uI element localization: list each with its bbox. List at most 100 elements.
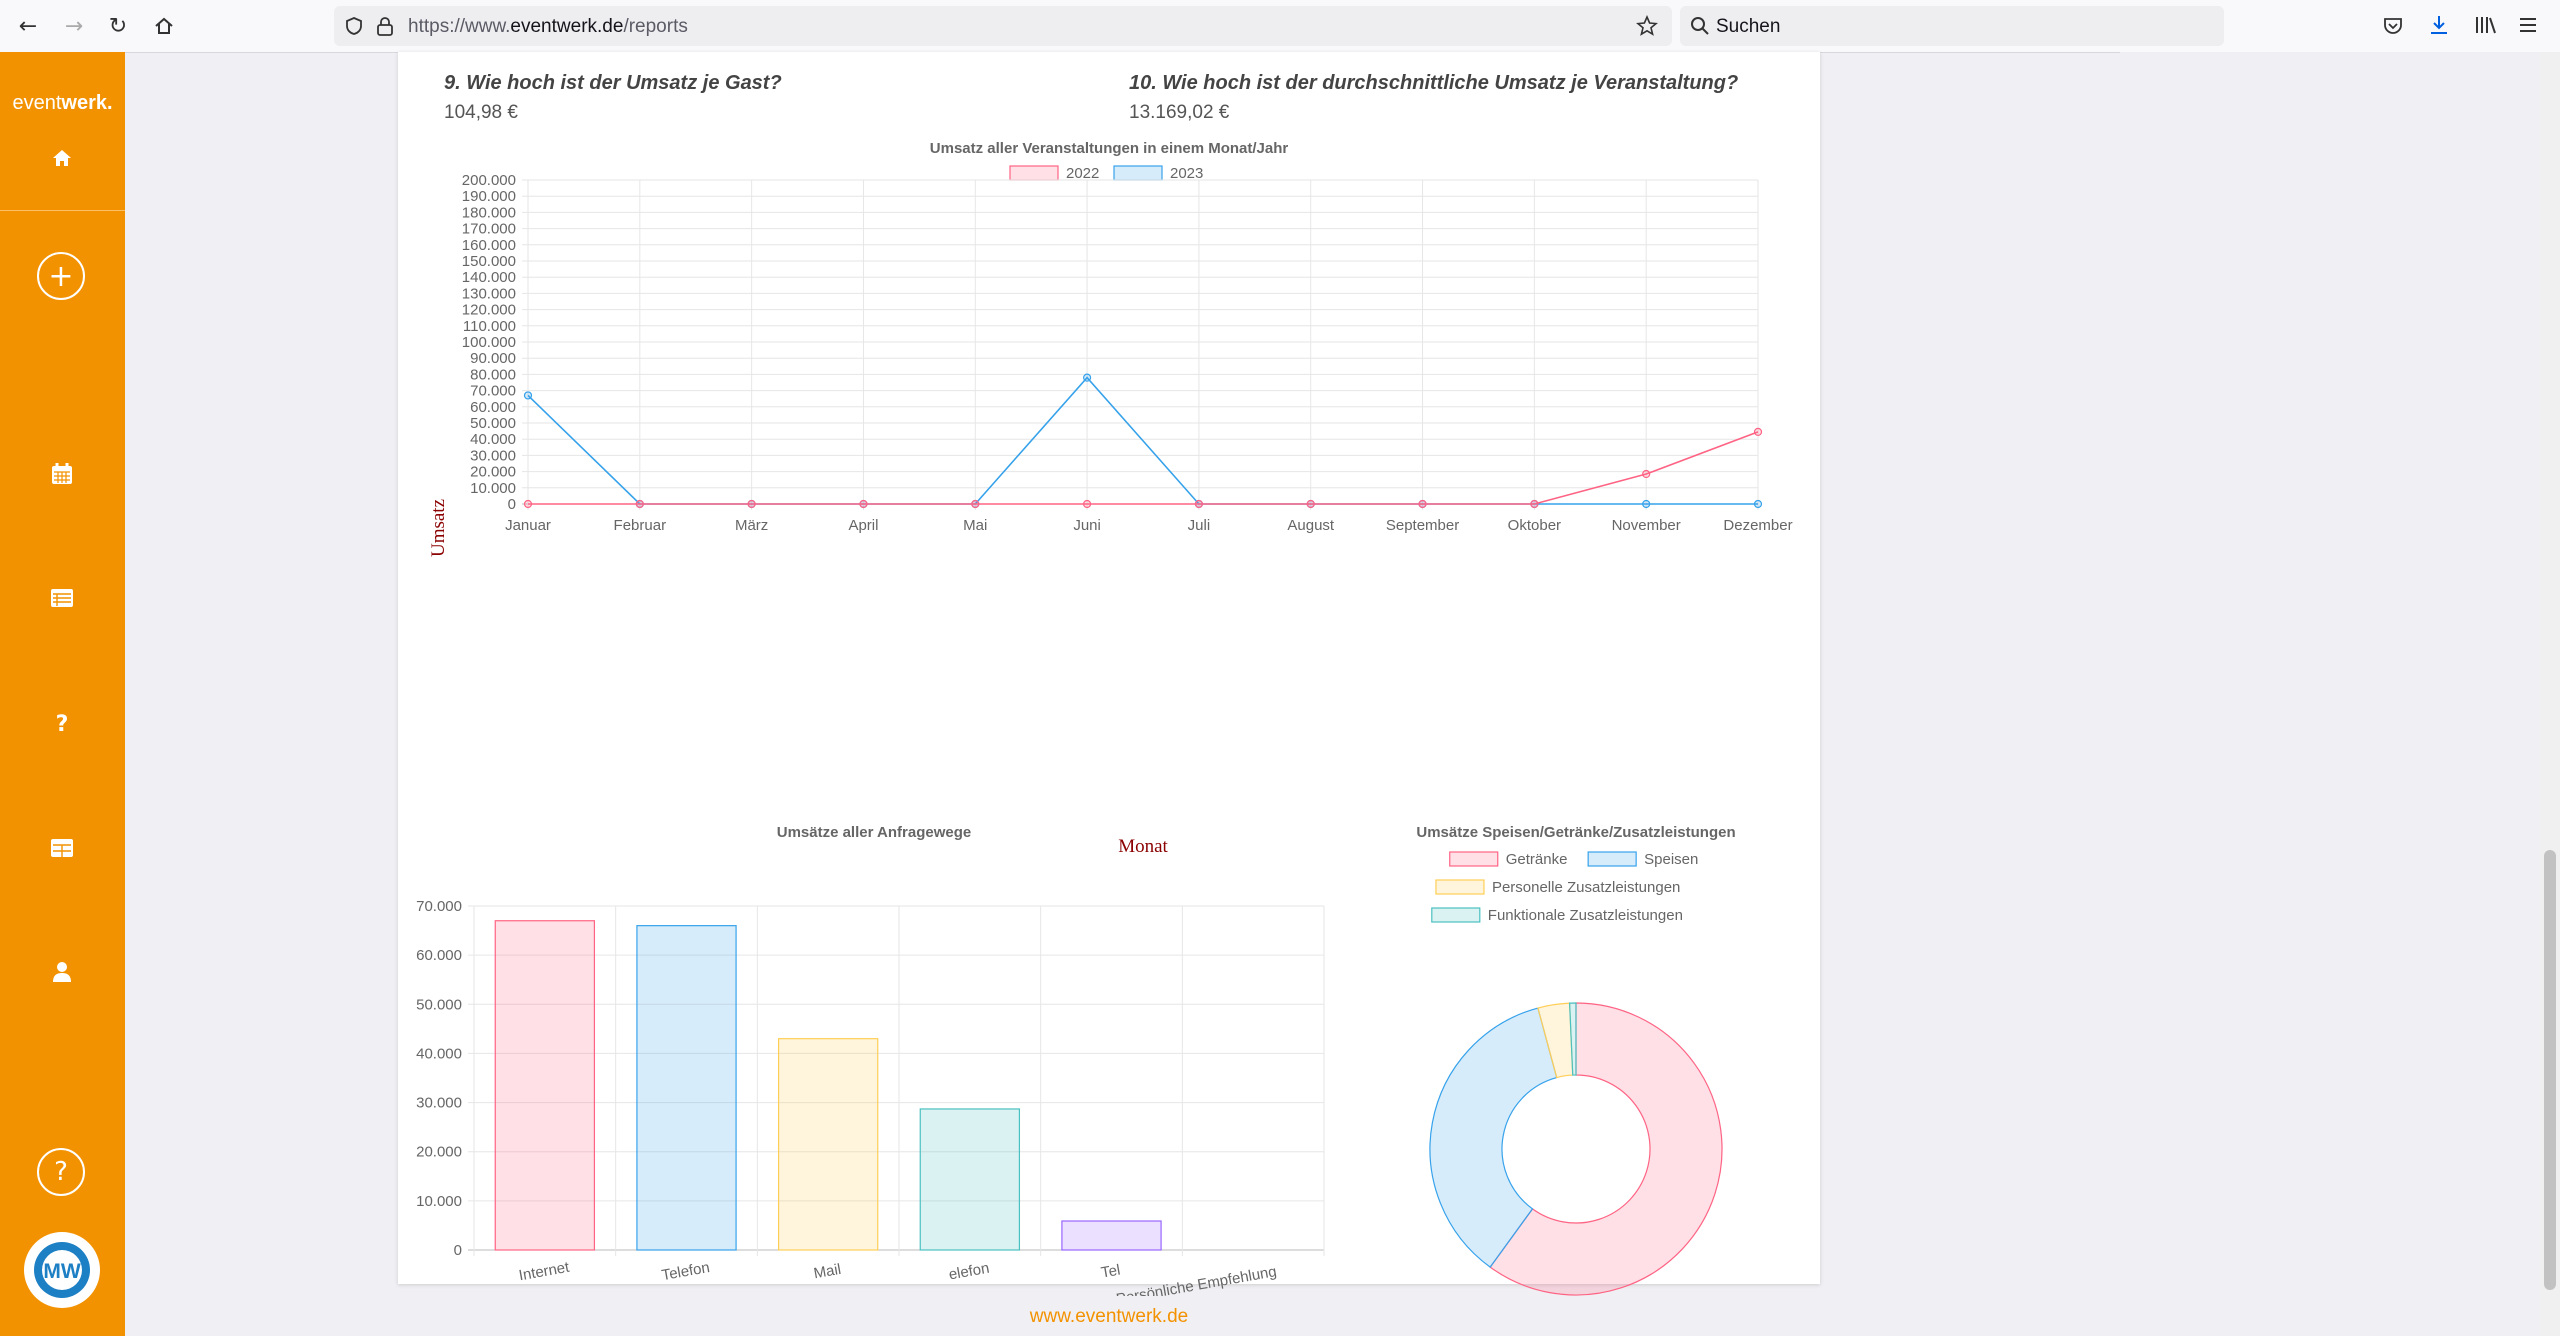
legend-label-3: Funktionale Zusatzleistungen [1488, 907, 1683, 924]
bar-label-0: Internet [518, 1259, 572, 1285]
y-tick-label: 120.000 [462, 302, 516, 319]
lock-icon[interactable] [376, 16, 394, 36]
bar-4 [1061, 1220, 1162, 1251]
donut-chart-title: Umsätze Speisen/Getränke/Zusatzleistunge… [1416, 824, 1735, 841]
avatar[interactable]: MW [24, 1232, 100, 1308]
x-tick-label: August [1287, 517, 1335, 534]
x-tick-label: September [1386, 517, 1459, 534]
data-point-2022 [1194, 499, 1204, 509]
y-tick-label: 100.000 [462, 334, 516, 351]
help-button[interactable]: ? [37, 1148, 85, 1196]
bar-0 [494, 920, 596, 1251]
y-tick-label: 170.000 [462, 221, 516, 238]
bookmark-star-icon[interactable] [1636, 15, 1658, 37]
line-chart-ylabel: Umsatz [428, 499, 449, 557]
menu-icon[interactable] [2518, 15, 2538, 35]
x-tick-label: April [848, 517, 878, 534]
home-browser-icon[interactable] [150, 12, 178, 40]
bar-chart: Umsätze aller Anfragewege 0 10.000 20.000 3… [416, 824, 1325, 1296]
data-point-2022 [859, 499, 868, 509]
report-card: 9. Wie hoch ist der Umsatz je Gast? 104,… [398, 52, 1820, 1296]
url-bar[interactable]: https://www.eventwerk.de/reports [334, 6, 1672, 46]
bar-label-1: Telefon [660, 1259, 711, 1284]
x-tick-label: Juli [1188, 517, 1211, 534]
brand-logo[interactable]: eventwerk. [12, 92, 113, 114]
bar-2 [777, 1038, 879, 1251]
bar-1 [636, 925, 737, 1251]
donut-slice-1 [1429, 1007, 1558, 1268]
donut-chart-legend: Getränke Speisen Personelle Zusatzleistung… [1431, 851, 1698, 924]
bar-chart-bars: Internet Telefon Mail elefon TelPersönliche … [494, 920, 1278, 1296]
data-point-2022 [1306, 499, 1315, 509]
data-point-2022 [1753, 427, 1763, 437]
data-point-2022 [971, 499, 980, 509]
question-9-value: 104,98 € [444, 102, 518, 123]
search-bar[interactable]: Suchen [1680, 6, 2224, 46]
bar-chart-grid: 0 10.000 20.000 30.000 40.000 50.000 60.000 70.… [416, 898, 1325, 1259]
back-icon[interactable]: ← [18, 13, 38, 39]
y-tick-label: 70.000 [416, 898, 462, 915]
legend-label-2023: 2023 [1170, 165, 1203, 182]
x-tick-label: Juni [1073, 517, 1101, 534]
plus-icon: + [48, 258, 74, 294]
y-tick-label: 160.000 [462, 237, 516, 254]
scrollbar-thumb[interactable] [2544, 850, 2556, 1290]
add-button[interactable]: + [37, 252, 85, 300]
home-icon[interactable] [42, 138, 82, 178]
y-tick-label: 80.000 [470, 366, 516, 383]
calendar-icon[interactable] [42, 454, 82, 494]
x-tick-label: März [735, 517, 768, 534]
pocket-icon[interactable] [2382, 15, 2404, 37]
y-tick-label: 180.000 [462, 204, 516, 221]
user-icon[interactable] [42, 952, 82, 992]
data-point-2022 [1530, 499, 1539, 509]
legend-label-2022: 2022 [1066, 165, 1099, 182]
bar-label-4: Tel [1100, 1262, 1122, 1282]
forward-icon[interactable]: → [64, 13, 84, 39]
x-tick-label: Oktober [1508, 517, 1561, 534]
data-point-2022 [747, 499, 756, 509]
y-tick-label: 90.000 [470, 350, 516, 367]
y-tick-label: 10.000 [470, 480, 516, 497]
y-tick-label: 190.000 [462, 188, 516, 205]
line-chart: Umsatz aller Veranstaltungen in einem Mo… [428, 140, 1793, 857]
y-tick-label: 70.000 [470, 383, 516, 400]
y-tick-label: 30.000 [416, 1095, 462, 1112]
y-tick-label: 10.000 [416, 1193, 462, 1210]
y-tick-label: 130.000 [462, 285, 516, 302]
question-icon[interactable]: ? [55, 711, 69, 737]
y-tick-label: 110.000 [463, 318, 516, 335]
table-icon[interactable] [42, 828, 82, 868]
legend-swatch-2023 [1113, 165, 1163, 181]
y-tick-label: 150.000 [462, 253, 516, 270]
page-background-right [2120, 52, 2540, 1336]
data-point-2022 [1418, 499, 1427, 509]
y-tick-label: 20.000 [470, 464, 516, 481]
bar-chart-title: Umsätze aller Anfragewege [777, 824, 972, 841]
bar-label-5: Persönliche Empfehlung [1115, 1263, 1278, 1296]
library-icon[interactable] [2474, 14, 2498, 36]
footer-link[interactable]: www.eventwerk.de [1029, 1306, 1189, 1327]
question-10-value: 13.169,02 € [1129, 102, 1230, 123]
shield-icon[interactable] [344, 16, 364, 36]
data-point-2023 [1082, 373, 1092, 382]
donut-chart-slices [1429, 1002, 1723, 1296]
data-point-2022 [523, 499, 533, 509]
y-tick-label: 50.000 [416, 996, 462, 1013]
bar-3 [919, 1108, 1021, 1251]
list-icon[interactable] [42, 578, 82, 618]
donut-chart: Umsätze Speisen/Getränke/Zusatzleistunge… [1416, 824, 1736, 1296]
download-icon[interactable] [2428, 14, 2450, 36]
bar-label-3: elefon [947, 1260, 990, 1284]
legend-label-0: Getränke [1506, 851, 1568, 868]
series-line-2022 [528, 431, 1759, 505]
reload-icon[interactable]: ↻ [108, 13, 128, 39]
legend-swatch-2 [1435, 879, 1485, 895]
url-text[interactable]: https://www.eventwerk.de/reports [408, 16, 688, 37]
y-tick-label: 140.000 [462, 269, 516, 286]
x-tick-label: Januar [505, 517, 551, 534]
line-chart-title: Umsatz aller Veranstaltungen in einem Mo… [930, 140, 1289, 157]
donut-slice-0 [1489, 1002, 1723, 1296]
data-point-2022 [635, 499, 644, 509]
y-tick-label: 0 [508, 496, 516, 513]
